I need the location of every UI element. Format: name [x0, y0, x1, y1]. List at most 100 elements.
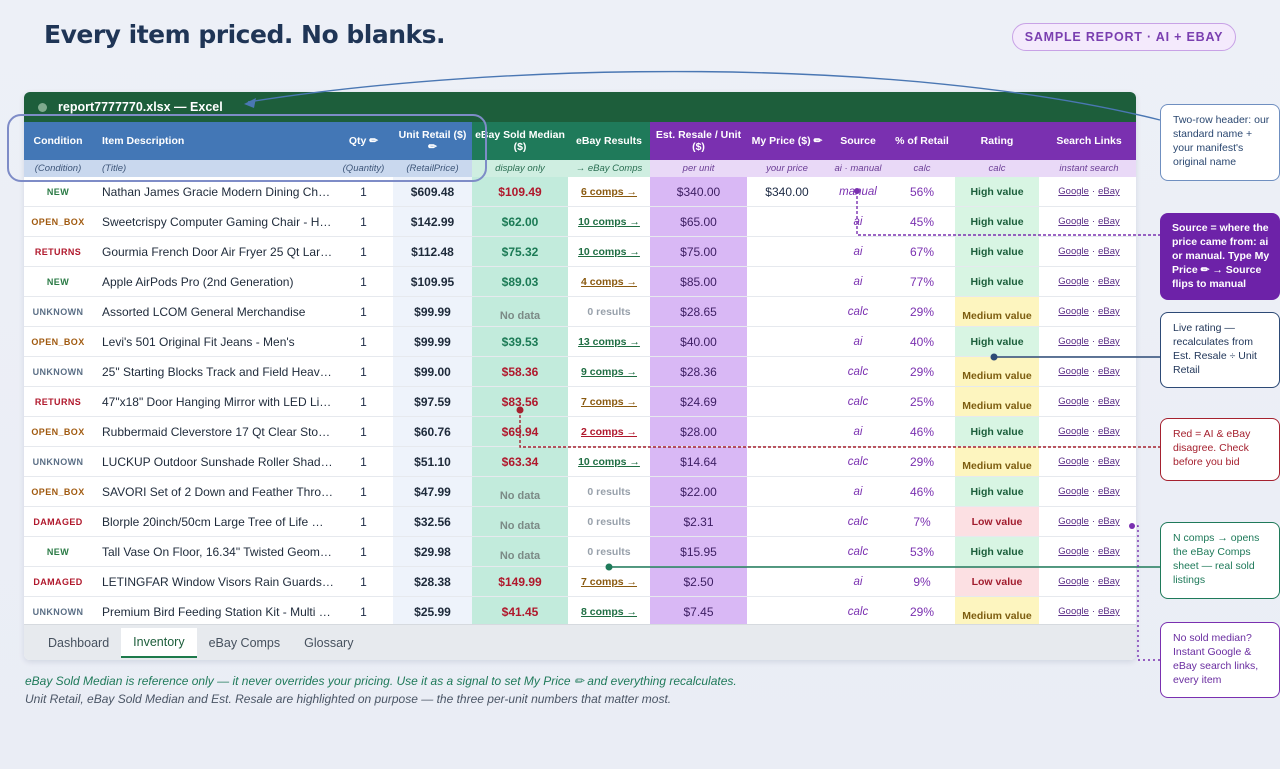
- ebay-search-link[interactable]: eBay: [1098, 576, 1120, 587]
- source-cell[interactable]: manual: [827, 177, 889, 207]
- unit-retail-cell[interactable]: $112.48: [393, 237, 472, 267]
- condition-cell[interactable]: OPEN_BOX: [24, 327, 92, 357]
- col-header-source[interactable]: Source: [827, 122, 889, 160]
- qty-cell[interactable]: 1: [334, 327, 393, 357]
- my-price-cell[interactable]: [747, 567, 827, 597]
- condition-cell[interactable]: RETURNS: [24, 237, 92, 267]
- my-price-cell[interactable]: [747, 357, 827, 387]
- description-cell[interactable]: Rubbermaid Cleverstore 17 Qt Clear Stora…: [92, 417, 334, 447]
- description-cell[interactable]: SAVORI Set of 2 Down and Feather Throw P…: [92, 477, 334, 507]
- ebay-results-link[interactable]: 8 comps →: [568, 597, 650, 627]
- ebay-median-cell[interactable]: $41.45: [472, 597, 568, 627]
- description-cell[interactable]: Sweetcrispy Computer Gaming Chair - High…: [92, 207, 334, 237]
- pct-retail-cell[interactable]: 7%: [889, 507, 955, 537]
- unit-retail-cell[interactable]: $28.38: [393, 567, 472, 597]
- ebay-median-cell[interactable]: $109.49: [472, 177, 568, 207]
- est-resale-cell[interactable]: $15.95: [650, 537, 747, 567]
- rating-cell[interactable]: High value: [955, 417, 1039, 447]
- est-resale-cell[interactable]: $28.00: [650, 417, 747, 447]
- description-cell[interactable]: Levi's 501 Original Fit Jeans - Men's: [92, 327, 334, 357]
- est-resale-cell[interactable]: $14.64: [650, 447, 747, 477]
- pct-retail-cell[interactable]: 25%: [889, 387, 955, 417]
- unit-retail-cell[interactable]: $99.00: [393, 357, 472, 387]
- condition-cell[interactable]: NEW: [24, 267, 92, 297]
- description-cell[interactable]: Apple AirPods Pro (2nd Generation): [92, 267, 334, 297]
- google-search-link[interactable]: Google: [1058, 576, 1089, 587]
- qty-cell[interactable]: 1: [334, 387, 393, 417]
- rating-cell[interactable]: High value: [955, 237, 1039, 267]
- condition-cell[interactable]: DAMAGED: [24, 567, 92, 597]
- col-header-pct-retail[interactable]: % of Retail: [889, 122, 955, 160]
- tab-glossary[interactable]: Glossary: [304, 636, 354, 650]
- ebay-results-link[interactable]: 6 comps →: [568, 177, 650, 207]
- pct-retail-cell[interactable]: 46%: [889, 477, 955, 507]
- pct-retail-cell[interactable]: 53%: [889, 537, 955, 567]
- google-search-link[interactable]: Google: [1058, 306, 1089, 317]
- qty-cell[interactable]: 1: [334, 477, 393, 507]
- col-header-rating[interactable]: Rating: [955, 122, 1039, 160]
- ebay-search-link[interactable]: eBay: [1098, 216, 1120, 227]
- unit-retail-cell[interactable]: $609.48: [393, 177, 472, 207]
- my-price-cell[interactable]: [747, 387, 827, 417]
- source-cell[interactable]: calc: [827, 357, 889, 387]
- condition-cell[interactable]: OPEN_BOX: [24, 417, 92, 447]
- unit-retail-cell[interactable]: $51.10: [393, 447, 472, 477]
- ebay-search-link[interactable]: eBay: [1098, 546, 1120, 557]
- ebay-median-cell[interactable]: $83.56: [472, 387, 568, 417]
- rating-cell[interactable]: High value: [955, 207, 1039, 237]
- my-price-cell[interactable]: [747, 477, 827, 507]
- description-cell[interactable]: 25" Starting Blocks Track and Field Heav…: [92, 357, 334, 387]
- qty-cell[interactable]: 1: [334, 357, 393, 387]
- condition-cell[interactable]: DAMAGED: [24, 507, 92, 537]
- description-cell[interactable]: Tall Vase On Floor, 16.34" Twisted Geome…: [92, 537, 334, 567]
- description-cell[interactable]: LETINGFAR Window Visors Rain Guards for …: [92, 567, 334, 597]
- source-cell[interactable]: calc: [827, 537, 889, 567]
- google-search-link[interactable]: Google: [1058, 456, 1089, 467]
- description-cell[interactable]: 47"x18" Door Hanging Mirror with LED Lig…: [92, 387, 334, 417]
- source-cell[interactable]: calc: [827, 597, 889, 627]
- ebay-search-link[interactable]: eBay: [1098, 336, 1120, 347]
- my-price-cell[interactable]: [747, 267, 827, 297]
- unit-retail-cell[interactable]: $29.98: [393, 537, 472, 567]
- my-price-cell[interactable]: [747, 597, 827, 627]
- est-resale-cell[interactable]: $2.31: [650, 507, 747, 537]
- pct-retail-cell[interactable]: 46%: [889, 417, 955, 447]
- description-cell[interactable]: Assorted LCOM General Merchandise: [92, 297, 334, 327]
- condition-cell[interactable]: RETURNS: [24, 387, 92, 417]
- google-search-link[interactable]: Google: [1058, 246, 1089, 257]
- ebay-median-cell[interactable]: $149.99: [472, 567, 568, 597]
- col-header-my-price[interactable]: My Price ($) ✏: [747, 122, 827, 160]
- source-cell[interactable]: ai: [827, 207, 889, 237]
- est-resale-cell[interactable]: $85.00: [650, 267, 747, 297]
- unit-retail-cell[interactable]: $47.99: [393, 477, 472, 507]
- qty-cell[interactable]: 1: [334, 177, 393, 207]
- rating-cell[interactable]: High value: [955, 537, 1039, 567]
- ebay-search-link[interactable]: eBay: [1098, 246, 1120, 257]
- qty-cell[interactable]: 1: [334, 597, 393, 627]
- qty-cell[interactable]: 1: [334, 447, 393, 477]
- my-price-cell[interactable]: $340.00: [747, 177, 827, 207]
- condition-cell[interactable]: UNKNOWN: [24, 447, 92, 477]
- ebay-results-link[interactable]: 2 comps →: [568, 417, 650, 447]
- tab-ebay-comps[interactable]: eBay Comps: [208, 636, 281, 650]
- est-resale-cell[interactable]: $7.45: [650, 597, 747, 627]
- unit-retail-cell[interactable]: $25.99: [393, 597, 472, 627]
- pct-retail-cell[interactable]: 67%: [889, 237, 955, 267]
- col-header-ebay-results[interactable]: eBay Results: [568, 122, 650, 160]
- col-header-search-links[interactable]: Search Links: [1039, 122, 1136, 160]
- source-cell[interactable]: ai: [827, 567, 889, 597]
- condition-cell[interactable]: UNKNOWN: [24, 357, 92, 387]
- description-cell[interactable]: Nathan James Gracie Modern Dining Chair,…: [92, 177, 334, 207]
- condition-cell[interactable]: NEW: [24, 177, 92, 207]
- condition-cell[interactable]: UNKNOWN: [24, 297, 92, 327]
- condition-cell[interactable]: OPEN_BOX: [24, 207, 92, 237]
- pct-retail-cell[interactable]: 29%: [889, 597, 955, 627]
- ebay-results-link[interactable]: 13 comps →: [568, 327, 650, 357]
- ebay-search-link[interactable]: eBay: [1098, 186, 1120, 197]
- rating-cell[interactable]: High value: [955, 267, 1039, 297]
- ebay-search-link[interactable]: eBay: [1098, 456, 1120, 467]
- unit-retail-cell[interactable]: $99.99: [393, 327, 472, 357]
- pct-retail-cell[interactable]: 77%: [889, 267, 955, 297]
- source-cell[interactable]: ai: [827, 417, 889, 447]
- ebay-median-cell[interactable]: $69.94: [472, 417, 568, 447]
